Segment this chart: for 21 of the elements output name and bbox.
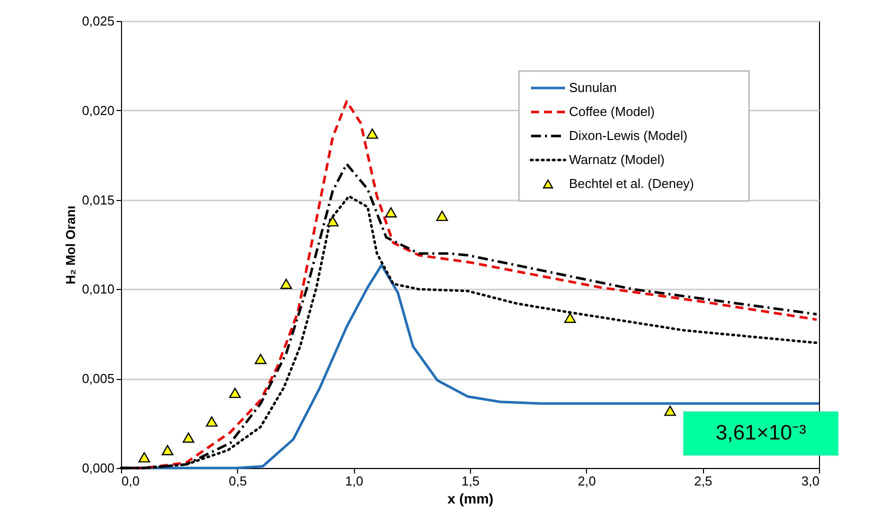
x-tick-label: 2,0: [578, 474, 596, 488]
y-tick-label: 0,025: [82, 14, 114, 28]
x-tick-label: 0,0: [122, 474, 140, 488]
x-tick-label: 1,5: [461, 474, 480, 488]
legend-label: Warnatz (Model): [569, 152, 665, 167]
y-tick-label: 0,000: [82, 460, 114, 476]
x-axis-title: x (mm): [448, 490, 494, 506]
legend-label: Dixon-Lewis (Model): [569, 128, 688, 143]
y-axis-title: H₂ Mol Oranı: [62, 206, 78, 284]
y-tick-label: 0,020: [82, 102, 114, 118]
legend-label: Bechtel et al. (Deney): [569, 176, 694, 191]
x-tick-label: 0,5: [228, 474, 247, 488]
legend-label: Sunulan: [569, 80, 617, 95]
x-tick-label: 1,0: [345, 474, 364, 488]
legend-label: Coffee (Model): [569, 104, 655, 119]
y-tick-label: 0,015: [82, 192, 114, 208]
x-tick-label: 3,0: [801, 474, 820, 488]
y-tick-label: 0,010: [82, 282, 114, 297]
y-tick-label: 0,005: [82, 371, 114, 386]
annotation: 3,61×10⁻³: [716, 421, 806, 444]
x-tick-label: 2,5: [694, 474, 712, 488]
